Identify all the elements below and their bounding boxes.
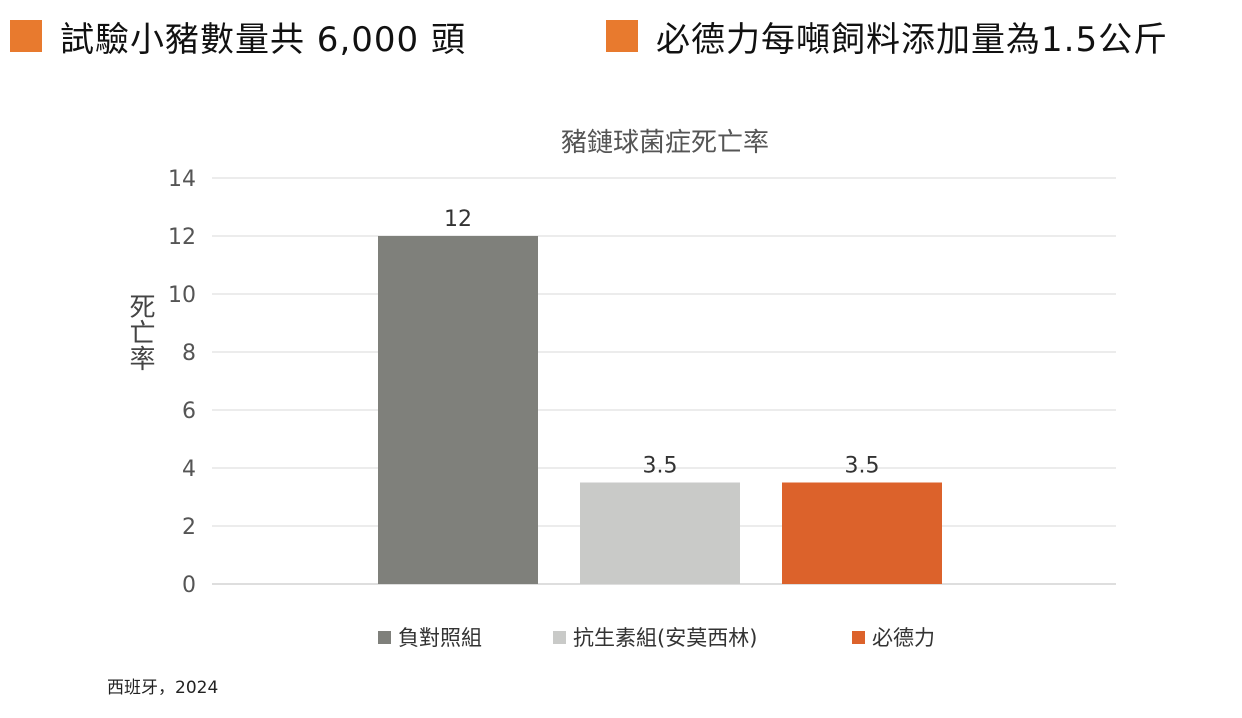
y-tick-label: 2 bbox=[182, 515, 196, 540]
y-tick-label: 10 bbox=[168, 283, 196, 308]
bars bbox=[378, 236, 942, 584]
y-tick-label: 8 bbox=[182, 341, 196, 366]
y-tick-label: 4 bbox=[182, 457, 196, 482]
y-axis-ticks: 0 2 4 6 8 10 12 14 bbox=[168, 167, 196, 598]
headline-bullet-square bbox=[10, 20, 42, 52]
y-tick-label: 14 bbox=[168, 167, 196, 192]
source-note: 西班牙，2024 bbox=[107, 678, 219, 698]
legend-swatch bbox=[553, 631, 566, 644]
headline-dosage: 必德力每噸飼料添加量為1.5公斤 bbox=[606, 10, 1168, 62]
legend-label: 負對照組 bbox=[398, 626, 482, 650]
chart-title: 豬鏈球菌症死亡率 bbox=[561, 128, 769, 158]
data-labels: 12 3.5 3.5 bbox=[444, 207, 880, 479]
legend-label: 必德力 bbox=[872, 626, 935, 650]
bar-1 bbox=[378, 236, 538, 584]
data-label: 12 bbox=[444, 207, 472, 232]
legend-label: 抗生素組(安莫西林) bbox=[573, 626, 757, 650]
legend: 負對照組 抗生素組(安莫西林) 必德力 bbox=[378, 626, 935, 650]
y-tick-label: 12 bbox=[168, 225, 196, 250]
data-label: 3.5 bbox=[643, 454, 678, 479]
headline-sample-size-text: 試驗小豬數量共 6,000 頭 bbox=[60, 19, 466, 60]
bar-3 bbox=[782, 482, 942, 584]
headline-sample-size: 試驗小豬數量共 6,000 頭 bbox=[10, 10, 466, 62]
bar-2 bbox=[580, 482, 740, 584]
headline-bullet-square bbox=[606, 20, 638, 52]
data-label: 3.5 bbox=[845, 454, 880, 479]
y-axis-label: 死亡率 bbox=[125, 293, 155, 371]
y-tick-label: 6 bbox=[182, 399, 196, 424]
y-tick-label: 0 bbox=[182, 573, 196, 598]
headline-dosage-text: 必德力每噸飼料添加量為1.5公斤 bbox=[656, 19, 1169, 60]
legend-swatch bbox=[852, 631, 865, 644]
legend-swatch bbox=[378, 631, 391, 644]
